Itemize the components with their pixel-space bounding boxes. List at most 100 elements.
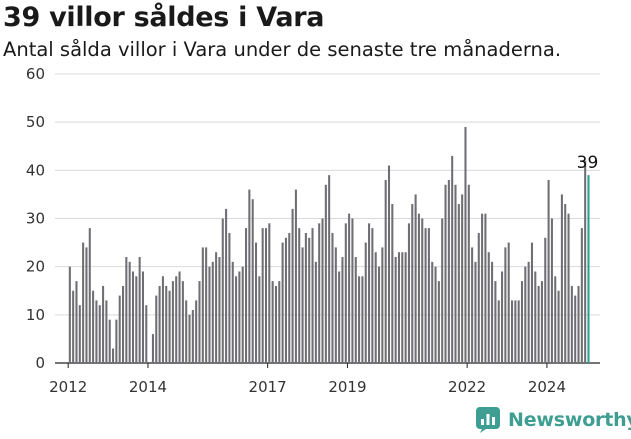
- bar: [417, 213, 420, 363]
- bar: [298, 228, 301, 363]
- newsworthy-logo-icon: [476, 407, 500, 433]
- bar: [364, 242, 367, 363]
- bar: [474, 261, 477, 363]
- latest-value-label: 39: [577, 153, 599, 173]
- bar: [507, 242, 510, 363]
- bar: [527, 261, 530, 363]
- bar: [271, 281, 274, 363]
- bar: [231, 261, 234, 363]
- bar: [248, 189, 251, 363]
- bar: [358, 276, 361, 363]
- bar: [384, 179, 387, 363]
- bar: [331, 232, 334, 363]
- bar: [108, 319, 111, 363]
- bar: [540, 281, 543, 363]
- y-tick-label: 20: [26, 258, 45, 276]
- bar: [88, 228, 91, 363]
- bar-latest: [587, 175, 590, 363]
- bar: [78, 305, 81, 363]
- bar: [431, 261, 434, 363]
- bar: [125, 257, 128, 363]
- bar: [98, 305, 101, 363]
- bar: [251, 199, 254, 363]
- bar: [427, 228, 430, 363]
- bar: [520, 281, 524, 363]
- bar: [112, 348, 115, 363]
- bar: [181, 281, 184, 363]
- bar: [457, 204, 460, 363]
- bar: [281, 242, 284, 363]
- bar: [258, 276, 261, 363]
- bar: [487, 252, 490, 363]
- bar: [274, 285, 277, 363]
- bar: [291, 208, 294, 363]
- bar: [560, 194, 563, 363]
- bar: [128, 261, 131, 363]
- bar: [218, 257, 221, 363]
- y-tick-label: 10: [26, 306, 45, 324]
- x-tick-label: 2014: [129, 378, 167, 396]
- bar: [294, 189, 297, 363]
- bar: [378, 266, 381, 363]
- bar: [514, 300, 517, 363]
- bar: [471, 247, 474, 363]
- bar: [361, 276, 364, 363]
- bar: [577, 285, 580, 363]
- bar: [165, 285, 168, 363]
- bar: [424, 228, 427, 363]
- bar: [308, 237, 311, 363]
- bar: [131, 271, 135, 363]
- bar: [341, 257, 344, 363]
- y-tick-label: 0: [35, 354, 45, 372]
- y-tick-label: 40: [26, 161, 45, 179]
- bar: [510, 300, 514, 363]
- bar: [368, 223, 371, 363]
- bar: [155, 295, 158, 363]
- bar: [221, 218, 224, 363]
- bar: [504, 247, 507, 363]
- bar: [404, 252, 407, 363]
- bar: [168, 290, 171, 363]
- bar: [391, 204, 394, 363]
- bar: [301, 247, 304, 363]
- bar: [441, 218, 444, 363]
- bar: [82, 242, 85, 363]
- y-tick-label: 50: [26, 113, 45, 131]
- bar: [201, 247, 204, 363]
- bar: [238, 271, 241, 363]
- x-tick-label: 2017: [249, 378, 287, 396]
- bar: [185, 300, 188, 363]
- bar: [178, 271, 181, 363]
- bar: [344, 223, 347, 363]
- bar: [102, 285, 105, 363]
- bar: [461, 194, 464, 363]
- bar: [284, 237, 287, 363]
- bar: [118, 295, 121, 363]
- bar: [414, 194, 417, 363]
- bar: [161, 276, 164, 363]
- bar: [85, 247, 88, 363]
- bar: [195, 300, 198, 363]
- bar: [397, 252, 401, 363]
- x-tick-label: 2022: [448, 378, 486, 396]
- bar: [334, 247, 337, 363]
- bar: [208, 266, 211, 363]
- bar: [225, 208, 228, 363]
- bar: [467, 184, 470, 363]
- bar: [72, 290, 75, 363]
- bar: [354, 257, 357, 363]
- bar: [374, 252, 377, 363]
- bar: [454, 184, 457, 363]
- bar: [567, 213, 570, 363]
- bar: [261, 228, 264, 363]
- bar: [564, 204, 567, 363]
- bar: [501, 271, 504, 363]
- bar: [318, 223, 321, 363]
- bar: [494, 281, 497, 363]
- bar: [188, 314, 191, 363]
- newsworthy-brand[interactable]: Newsworthy: [476, 407, 631, 433]
- bar: [530, 242, 534, 363]
- bar: [215, 252, 218, 363]
- bar: [394, 257, 397, 363]
